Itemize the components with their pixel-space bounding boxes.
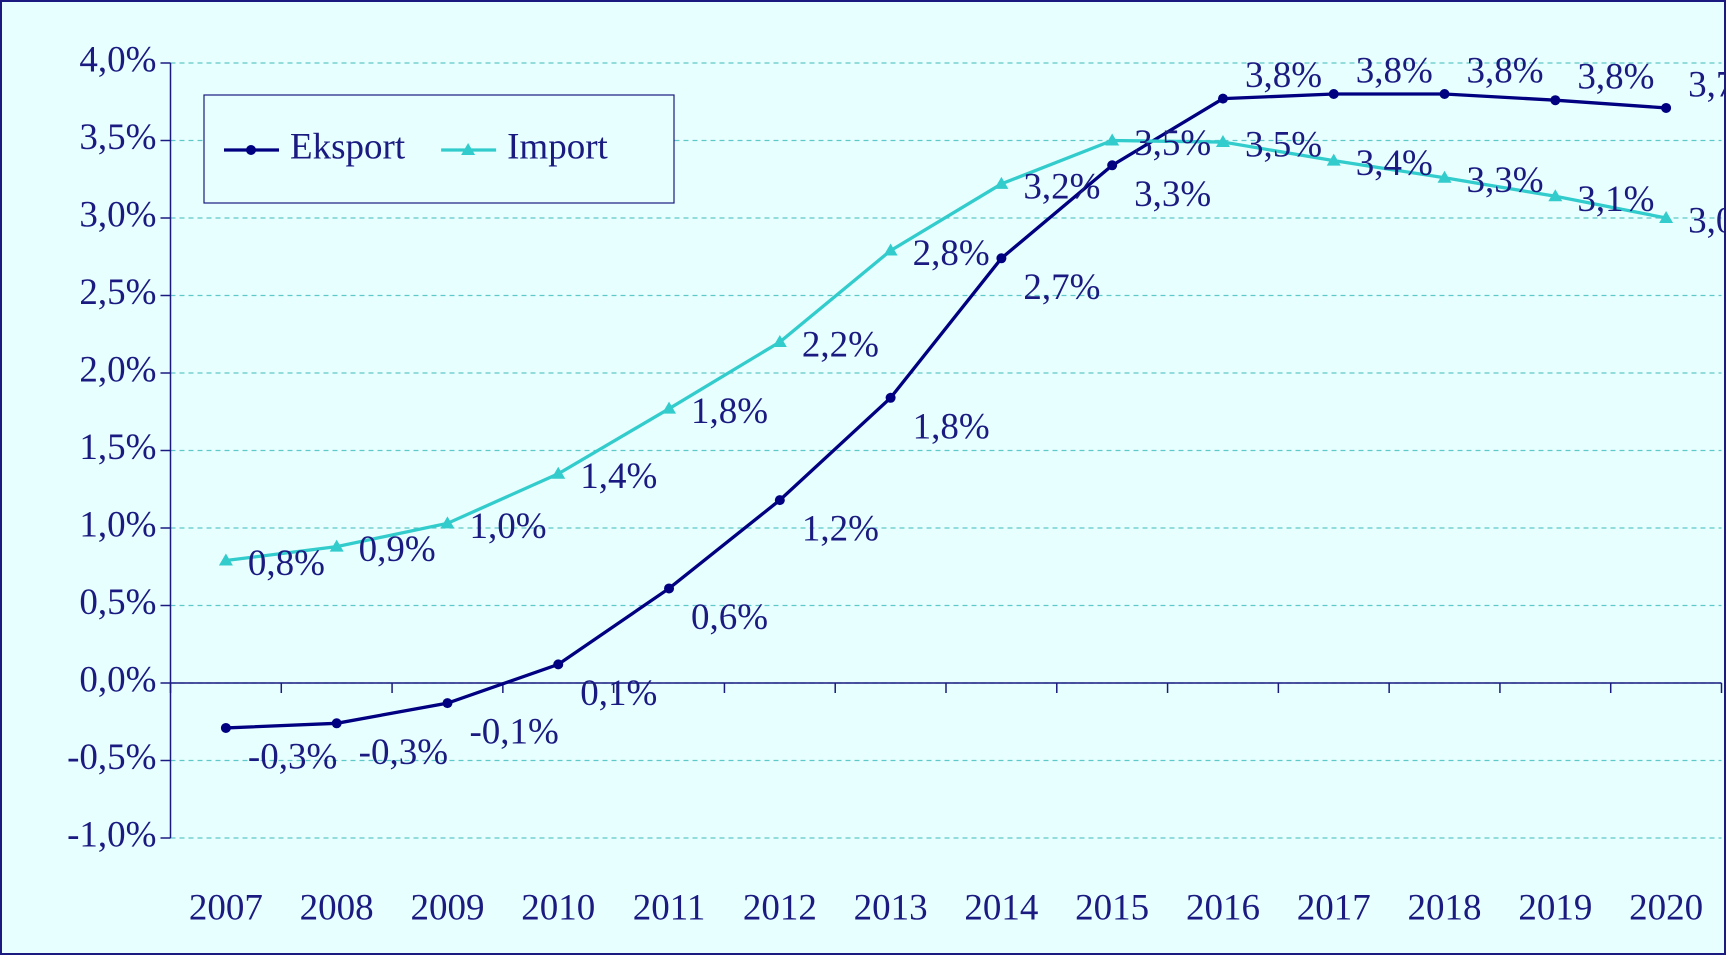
x-tick-label: 2020 — [1629, 887, 1703, 928]
legend-marker — [246, 145, 256, 155]
point — [1107, 160, 1118, 171]
data-label: 0,1% — [580, 673, 657, 714]
y-tick-label: 0,0% — [79, 659, 156, 700]
point — [1550, 95, 1561, 106]
data-label: 3,2% — [1023, 166, 1100, 207]
data-label: 2,8% — [913, 233, 990, 274]
data-label: 2,2% — [802, 324, 879, 365]
point — [1439, 89, 1450, 99]
point — [220, 722, 231, 733]
y-tick-label: 1,5% — [79, 427, 156, 468]
point — [329, 539, 344, 552]
series-line — [225, 138, 1667, 563]
point — [1215, 135, 1230, 148]
data-label: 1,2% — [802, 509, 879, 550]
y-tick-label: 1,0% — [79, 504, 156, 545]
x-tick-label: 2012 — [743, 887, 817, 928]
data-label: 3,1% — [1577, 179, 1654, 220]
data-label: 0,6% — [691, 597, 768, 638]
data-label: -0,3% — [359, 732, 448, 773]
data-label: -0,1% — [469, 712, 558, 753]
x-tick-label: 2016 — [1186, 887, 1260, 928]
point — [442, 698, 453, 709]
y-tick-label: -1,0% — [67, 814, 156, 855]
data-label: 3,5% — [1245, 125, 1322, 166]
data-label: -0,3% — [248, 736, 337, 777]
data-label: 0,8% — [248, 543, 325, 584]
data-label: 1,8% — [691, 391, 768, 432]
point — [1548, 189, 1563, 202]
data-label: 3,3% — [1467, 160, 1544, 201]
x-tick-label: 2017 — [1297, 887, 1371, 928]
point — [331, 718, 342, 729]
legend-label: Import — [507, 126, 608, 167]
x-tick-label: 2008 — [300, 887, 374, 928]
point — [772, 335, 787, 347]
point — [1105, 133, 1120, 146]
point — [996, 253, 1007, 264]
point — [664, 583, 675, 594]
data-label: 3,7% — [1688, 64, 1726, 105]
legend-box — [203, 94, 675, 204]
x-tick-label: 2019 — [1518, 887, 1592, 928]
y-tick-label: 3,5% — [79, 117, 156, 158]
data-label: 3,4% — [1356, 143, 1433, 184]
x-tick-label: 2007 — [189, 887, 263, 928]
point — [218, 553, 233, 566]
data-label: 3,3% — [1134, 174, 1211, 215]
y-tick-label: 2,0% — [79, 349, 156, 390]
legend-marker — [461, 143, 476, 155]
x-tick-label: 2011 — [633, 887, 706, 928]
y-tick-label: -0,5% — [67, 737, 156, 778]
x-tick-label: 2010 — [521, 887, 595, 928]
y-tick-label: 3,0% — [79, 194, 156, 235]
data-label: 0,9% — [359, 529, 436, 570]
data-label: 3,8% — [1245, 55, 1322, 96]
point — [662, 401, 677, 414]
point — [1659, 211, 1674, 223]
x-tick-label: 2015 — [1075, 887, 1149, 928]
data-label: 3,8% — [1356, 50, 1433, 91]
data-label: 2,7% — [1023, 267, 1100, 308]
point — [553, 659, 564, 670]
data-label: 3,8% — [1467, 50, 1544, 91]
point — [883, 243, 898, 256]
point — [774, 495, 785, 506]
point — [440, 516, 455, 529]
point — [1217, 93, 1228, 104]
point — [551, 466, 566, 479]
point — [885, 392, 896, 403]
data-label: 1,8% — [913, 406, 990, 447]
point — [1328, 89, 1339, 99]
x-tick-label: 2009 — [410, 887, 484, 928]
point — [1661, 102, 1672, 113]
y-tick-label: 0,5% — [79, 582, 156, 623]
y-tick-label: 4,0% — [79, 39, 156, 80]
point — [1326, 153, 1341, 166]
data-label: 1,4% — [580, 456, 657, 497]
data-label: 3,8% — [1577, 57, 1654, 98]
data-label: 3,0% — [1688, 200, 1726, 241]
y-tick-label: 2,5% — [79, 272, 156, 313]
legend-label: Eksport — [290, 126, 406, 167]
x-tick-label: 2014 — [964, 887, 1038, 928]
data-label: 3,5% — [1134, 123, 1211, 164]
x-tick-label: 2013 — [854, 887, 928, 928]
x-tick-label: 2018 — [1408, 887, 1482, 928]
data-label: 1,0% — [469, 506, 546, 547]
point — [994, 176, 1009, 189]
series-line — [225, 92, 1667, 730]
point — [1437, 170, 1452, 183]
